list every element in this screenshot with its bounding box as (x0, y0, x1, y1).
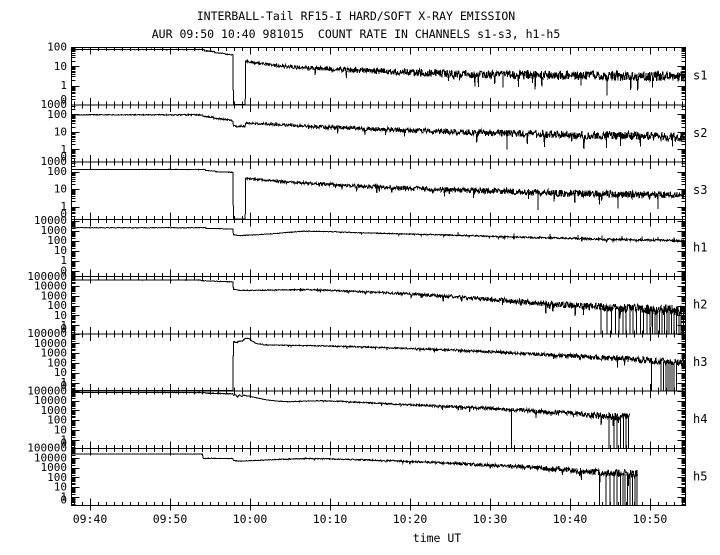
trace-s3 (70, 168, 686, 220)
y-tick-label: 1 (60, 319, 67, 332)
chart-subtitle: AUR 09:50 10:40 981015 COUNT RATE IN CHA… (152, 27, 561, 41)
y-tick-label: 0 (60, 265, 67, 278)
y-tick-label: 1000 (41, 98, 68, 111)
chart-title: INTERBALL-Tail RF15-I HARD/SOFT X-RAY EM… (197, 9, 516, 23)
y-tick-label: 100 (47, 108, 67, 121)
y-tick-label: 10 (54, 309, 67, 322)
y-tick-label: 0 (60, 322, 67, 335)
y-tick-label: 10000 (34, 452, 67, 465)
x-axis-title: time UT (413, 531, 462, 545)
x-tick-label: 10:20 (393, 512, 428, 526)
y-tick-label: 100000 (27, 385, 67, 398)
y-tick-label: 10 (54, 60, 67, 73)
trace-s2 (71, 113, 686, 150)
y-tick-label: 10 (54, 244, 67, 257)
y-tick-label: 100 (47, 299, 67, 312)
x-tick-label: 09:50 (153, 512, 188, 526)
panels-group: 1001010s110001001010s210001001010s310000… (27, 41, 707, 527)
y-tick-label: 100000 (27, 442, 67, 455)
x-tick-label: 10:50 (633, 512, 668, 526)
y-tick-label: 1 (60, 254, 67, 267)
y-tick-label: 10 (54, 481, 67, 494)
y-tick-label: 1000 (41, 290, 68, 303)
y-tick-label: 100000 (27, 270, 67, 283)
channel-label-h2: h2 (693, 298, 707, 312)
x-axis-labels: 09:40 09:50 10:00 10:10 10:20 10:30 10:40 10:50 (73, 512, 668, 526)
y-tick-label: 10 (54, 183, 67, 196)
y-tick-label: 100 (47, 471, 67, 484)
y-tick-label: 1 (60, 491, 67, 504)
trace-h2 (71, 279, 686, 327)
x-tick-label: 09:40 (73, 512, 108, 526)
y-tick-label: 10000 (34, 214, 67, 227)
channel-label-h3: h3 (693, 355, 707, 369)
y-tick-label: 0 (60, 93, 67, 106)
y-tick-label: 1 (60, 143, 67, 156)
y-tick-label: 0 (60, 207, 67, 220)
channel-label-s3: s3 (693, 183, 707, 197)
y-tick-label: 1 (60, 200, 67, 213)
y-tick-label: 1 (60, 433, 67, 446)
x-tick-label: 10:00 (233, 512, 268, 526)
y-tick-label: 10000 (34, 280, 67, 293)
y-tick-label: 100 (47, 357, 67, 370)
y-tick-label: 100 (47, 234, 67, 247)
y-tick-label: 1 (60, 376, 67, 389)
y-tick-label: 10000 (34, 394, 67, 407)
y-tick-label: 10 (54, 125, 67, 138)
y-tick-label: 10 (54, 366, 67, 379)
y-tick-label: 10000 (34, 337, 67, 350)
y-tick-label: 0 (60, 436, 67, 449)
y-tick-label: 100 (47, 414, 67, 427)
trace-h5 (70, 453, 638, 486)
y-tick-label: 0 (60, 150, 67, 163)
trace-h1 (71, 227, 686, 244)
y-tick-label: 0 (60, 379, 67, 392)
y-tick-label: 10 (54, 424, 67, 437)
y-tick-label: 100 (47, 165, 67, 178)
y-tick-label: 1000 (41, 224, 68, 237)
x-tick-label: 10:40 (553, 512, 588, 526)
x-tick-label: 10:30 (473, 512, 508, 526)
channel-label-s1: s1 (693, 69, 707, 83)
y-tick-label: 0 (60, 494, 67, 507)
y-tick-label: 1000 (41, 155, 68, 168)
trace-s1 (70, 48, 686, 105)
y-tick-label: 100000 (27, 327, 67, 340)
y-tick-label: 100 (47, 41, 67, 54)
channel-label-h5: h5 (693, 469, 707, 483)
panel-s1: 100 10 10 s1 (47, 41, 707, 106)
channel-label-h4: h4 (693, 412, 707, 426)
channel-label-h1: h1 (693, 240, 707, 254)
y-tick-label: 1000 (41, 347, 68, 360)
y-tick-label: 1000 (41, 404, 68, 417)
y-tick-label: 1000 (41, 461, 68, 474)
channel-label-s2: s2 (693, 126, 707, 140)
trace-h4 (70, 391, 631, 426)
x-tick-label: 10:10 (313, 512, 348, 526)
y-tick-label: 1 (60, 79, 67, 92)
